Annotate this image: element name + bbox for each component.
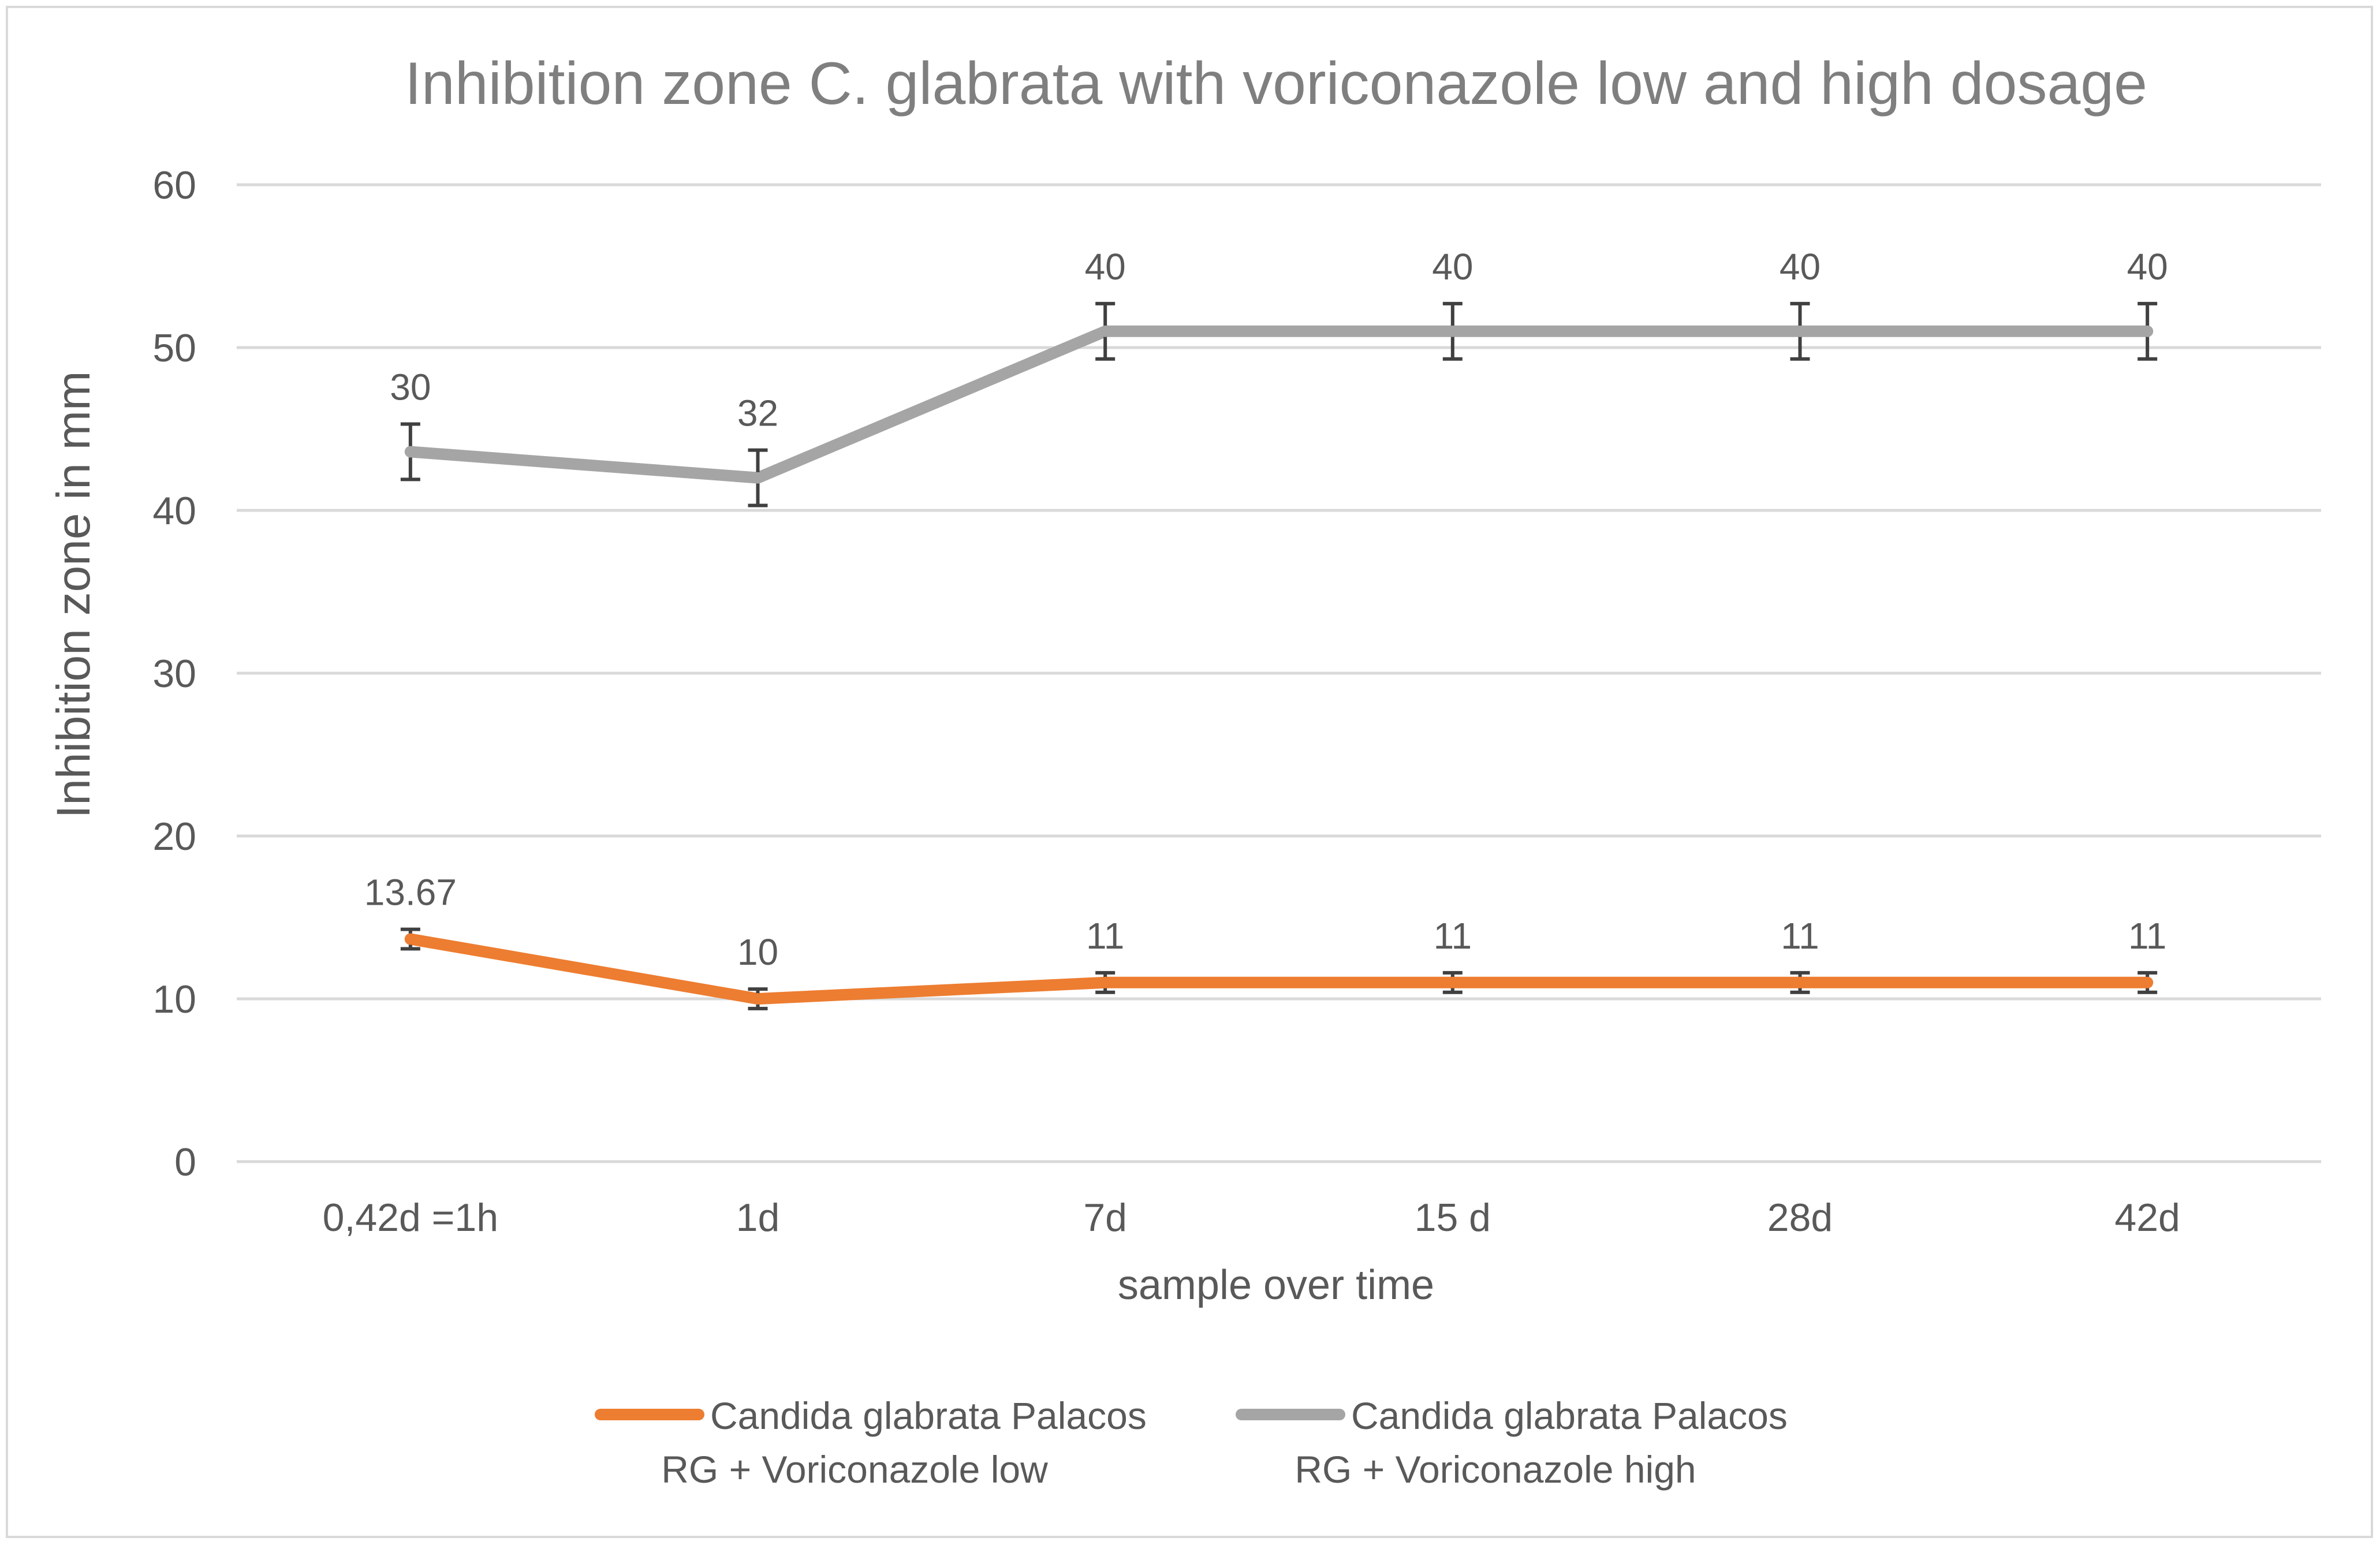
x-tick-label: 7d [1083,1196,1127,1240]
data-point [404,933,416,945]
series-high: 30 32 40 40 40 40 [390,246,2168,507]
data-label: 11 [1434,915,1472,957]
y-axis-label: Inhibition zone in mm [47,371,100,819]
data-point [1446,976,1458,988]
legend-item-high: Candida glabrata Palacos RG + Voriconazol… [1236,1394,1788,1491]
data-label: 11 [2128,915,2166,957]
y-tick-label: 10 [152,977,196,1021]
data-label: 40 [1085,246,1126,288]
data-point [1099,325,1111,337]
x-tick-label: 15 d [1415,1196,1491,1240]
x-tick-label: 42d [2114,1196,2180,1240]
data-point [752,993,764,1005]
x-axis-label: sample over time [1118,1262,1434,1308]
data-point [1794,976,1806,988]
y-tick-label: 60 [152,163,196,207]
data-point [2142,325,2154,337]
series-low: 13.67 10 11 11 11 11 [364,872,2166,1010]
y-tick-label: 50 [152,326,196,370]
x-axis-ticks: 0,42d =1h 1d 7d 15 d 28d 42d [323,1196,2180,1240]
data-label: 30 [390,367,431,408]
legend-item-low: Candida glabrata Palacos RG + Voriconazol… [595,1394,1147,1491]
chart-title: Inhibition zone C. glabrata with voricon… [405,50,2147,117]
series-layer: 13.67 10 11 11 11 11 30 32 40 40 40 40 [364,246,2168,1010]
data-point [1099,976,1111,988]
x-tick-label: 1d [736,1196,780,1240]
data-point [752,472,764,484]
data-label: 11 [1781,915,1819,957]
y-axis-ticks: 0 10 20 30 40 50 60 [152,163,196,1184]
x-tick-label: 28d [1767,1196,1833,1240]
series-line [404,933,2154,1005]
data-point [2142,976,2154,988]
data-label: 40 [1780,246,1821,288]
y-tick-label: 40 [152,489,196,533]
data-label: 40 [1432,246,1473,288]
legend: Candida glabrata Palacos RG + Voriconazol… [595,1394,1788,1491]
legend-label: RG + Voriconazole low [661,1448,1048,1491]
legend-label: Candida glabrata Palacos [1351,1394,1788,1437]
data-label: 32 [737,393,778,434]
data-point [404,446,416,458]
data-label: 40 [2127,246,2168,288]
data-point [1446,325,1458,337]
data-label: 10 [737,931,778,973]
x-tick-label: 0,42d =1h [323,1196,498,1240]
chart-frame [6,6,2373,1538]
data-label: 13.67 [364,872,457,913]
legend-label: RG + Voriconazole high [1295,1448,1696,1491]
data-label: 11 [1086,915,1124,957]
data-point [1794,325,1806,337]
legend-label: Candida glabrata Palacos [710,1394,1147,1437]
y-tick-label: 20 [152,815,196,859]
y-tick-label: 30 [152,652,196,696]
y-tick-label: 0 [174,1140,196,1184]
series-line [404,325,2154,484]
gridlines [237,183,2321,1163]
